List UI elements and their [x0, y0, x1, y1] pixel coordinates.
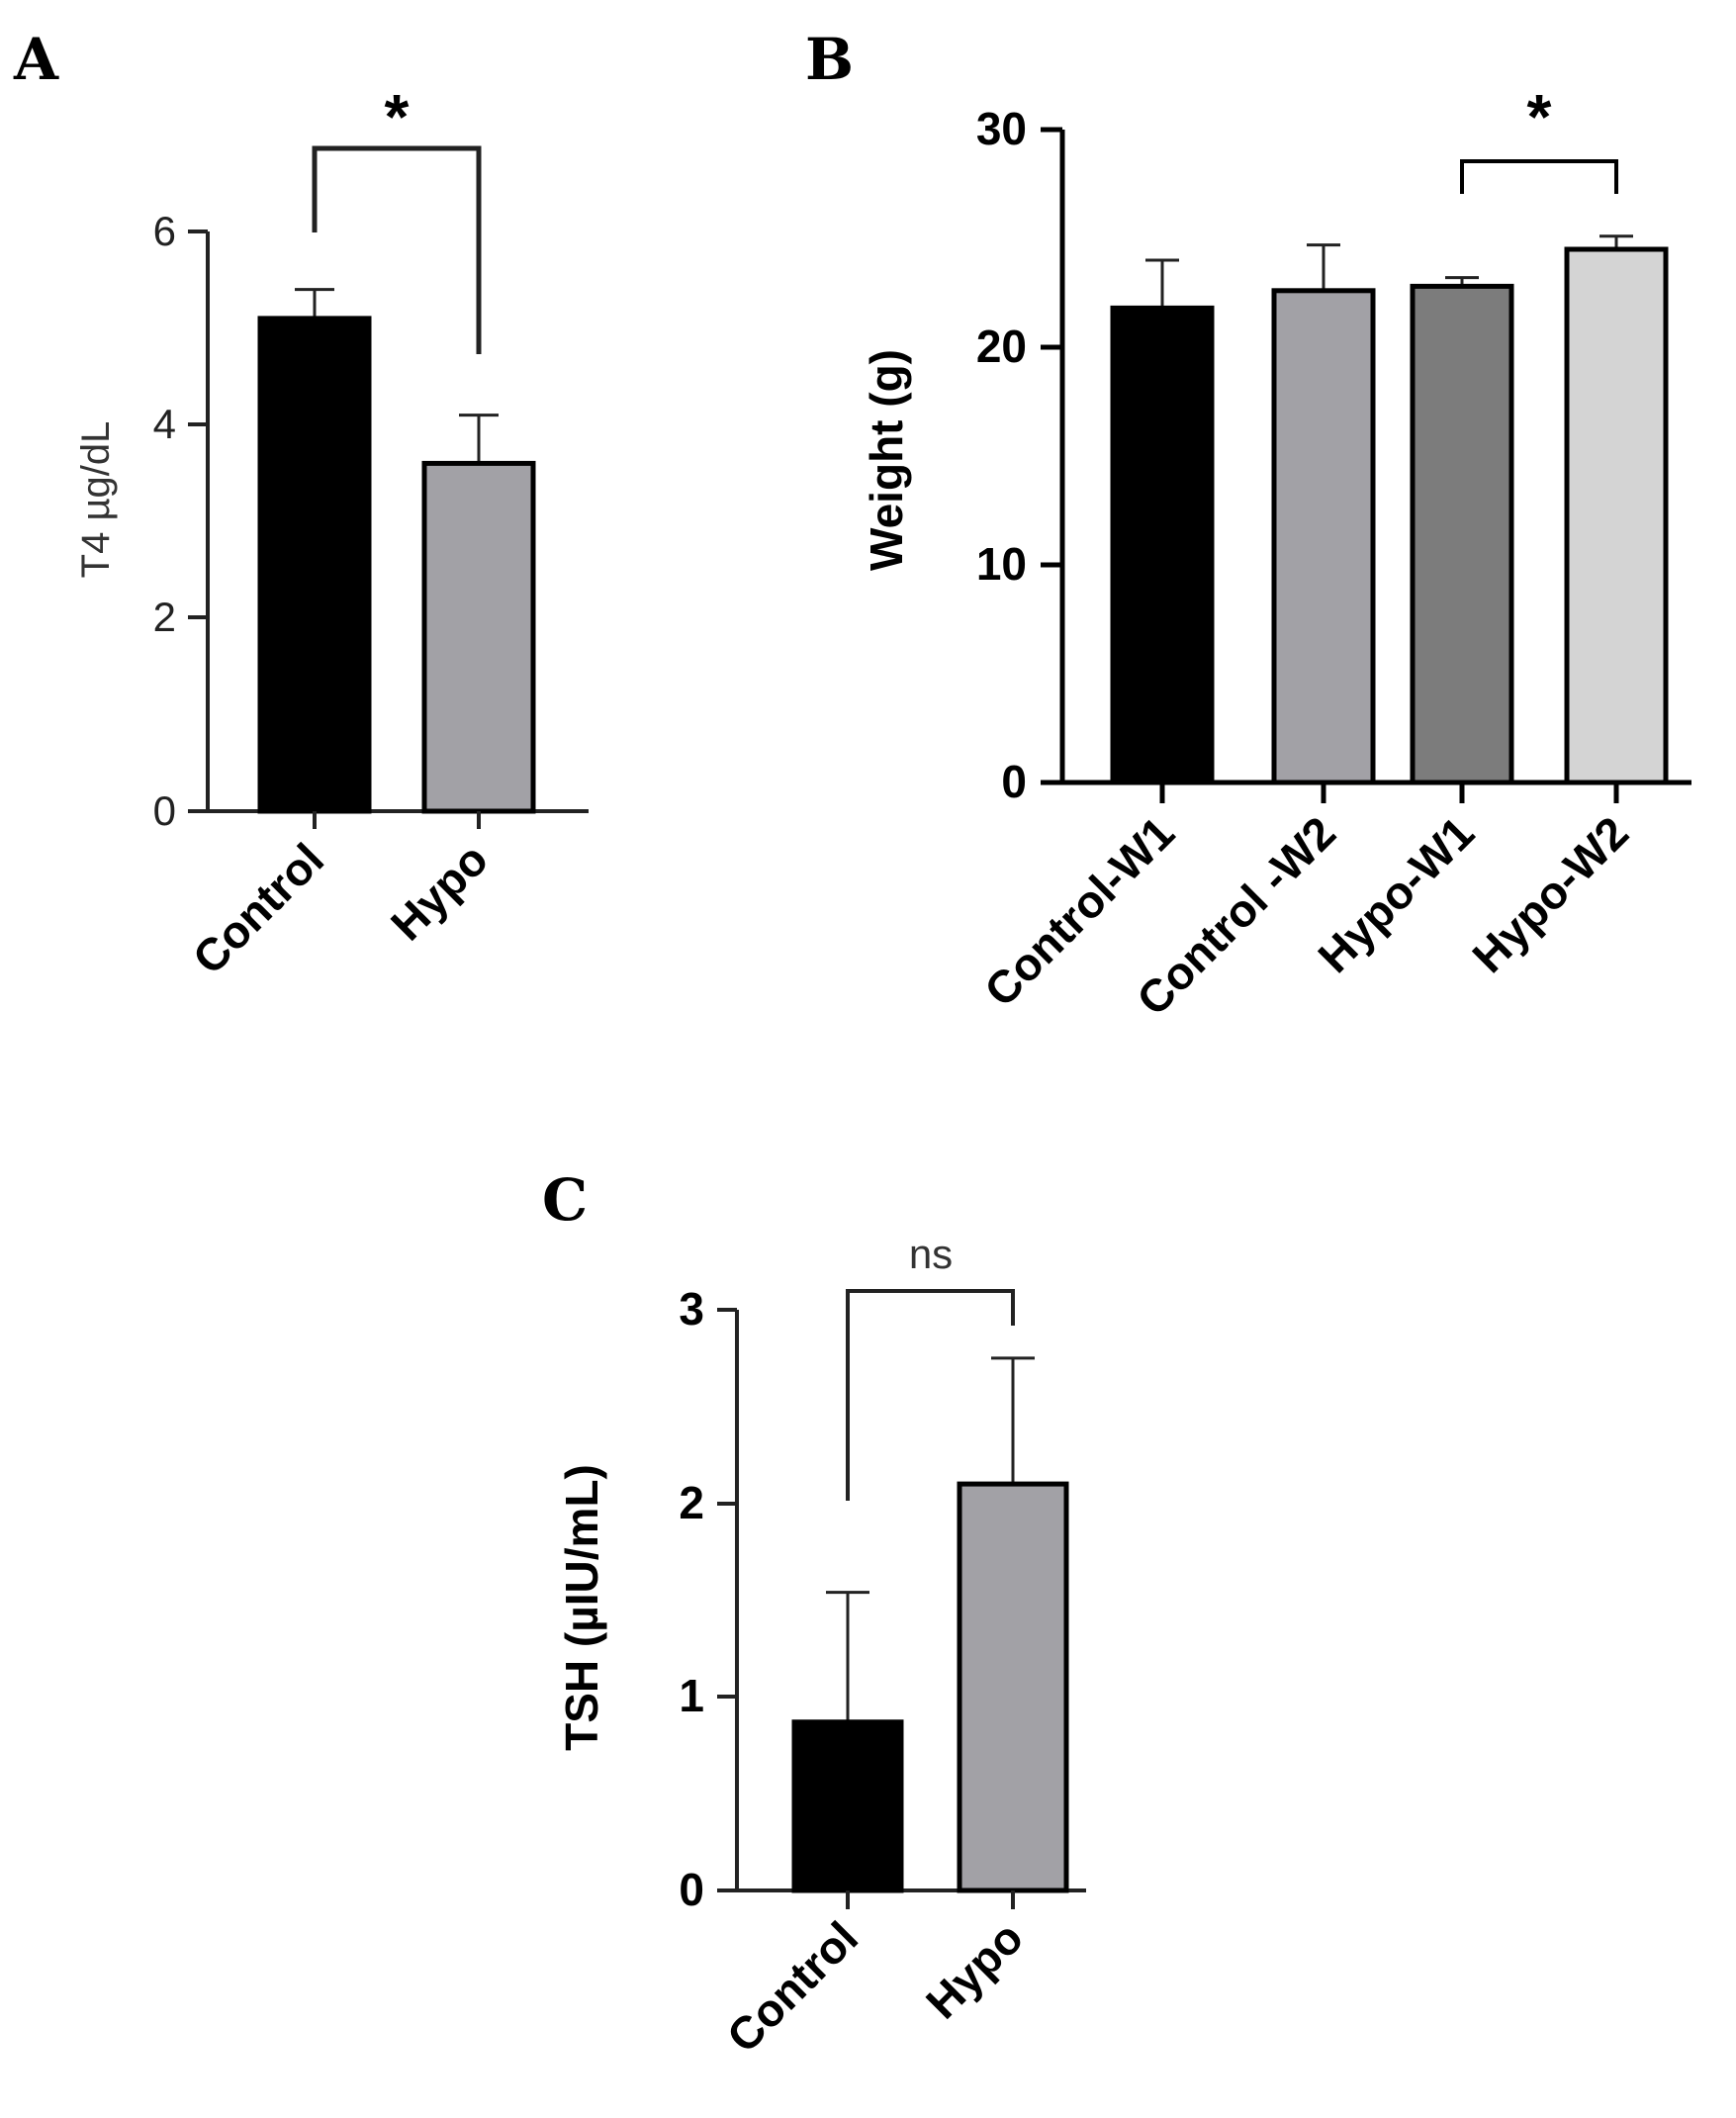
panel-b-bar-hypo-w2 — [1564, 246, 1669, 785]
panel-a-y-tick-label: 0 — [153, 787, 176, 834]
panel-a-x-tick-labels: Control Hypo — [183, 833, 498, 983]
panel-a-significance-bracket — [312, 145, 482, 354]
panel-a-y-tick-label: 2 — [153, 594, 176, 640]
panel-c-y-tick-label: 2 — [679, 1477, 704, 1528]
panel-a-bar-hypo — [421, 460, 536, 814]
panel-b-x-tick-marks — [1159, 783, 1619, 803]
panel-b-y-tick-label: 0 — [1001, 756, 1027, 807]
panel-b-y-tick-labels: 0 10 20 30 — [976, 103, 1027, 807]
panel-b-bar-control-w2 — [1271, 288, 1376, 785]
panel-b-x-tick-labels: Control-W1 Control -W2 Hypo-W1 Hypo-W2 — [974, 806, 1638, 1025]
panel-a-letter: A — [13, 26, 59, 93]
panel-c-bars — [791, 1356, 1069, 1893]
panel-c-y-tick-labels: 0 1 2 3 — [679, 1283, 704, 1915]
panel-a-bars — [257, 288, 536, 814]
panel-c-x-tick-labels: Control Hypo — [717, 1911, 1033, 2062]
panel-a-significance-label: * — [385, 81, 410, 152]
panel-c-significance-label: ns — [909, 1231, 953, 1277]
panel-a-y-tick-labels: 0 2 4 6 — [153, 208, 176, 834]
panel-a-x-tick-marks — [313, 811, 481, 829]
panel-c-x-tick-marks — [846, 1890, 1015, 1909]
panel-a-x-tick-label: Control — [183, 833, 333, 983]
panel-c-y-axis-label: TSH (µIU/mL) — [556, 1464, 607, 1751]
panel-a: A T4 µg/dL 0 2 4 6 Control Hypo * — [13, 26, 589, 984]
panel-b-letter: B — [805, 26, 854, 93]
panel-b-y-tick-label: 10 — [976, 538, 1027, 590]
panel-c: C TSH (µIU/mL) 0 1 2 3 Control Hypo ns — [542, 1166, 1086, 2063]
panel-a-bar-control — [257, 316, 372, 814]
panel-c-y-tick-label: 3 — [679, 1283, 704, 1335]
panel-a-y-axis-label: T4 µg/dL — [74, 421, 118, 579]
panel-b-bar-control-w1 — [1110, 305, 1215, 785]
panel-b-significance-label: * — [1527, 81, 1552, 152]
panel-b-x-tick-label: Hypo-W2 — [1462, 806, 1638, 982]
panel-b-y-axis-label: Weight (g) — [861, 349, 912, 571]
panel-c-bar-control — [791, 1719, 904, 1893]
panel-a-y-tick-marks — [188, 230, 208, 813]
panel-b-bar-hypo-w1 — [1410, 283, 1514, 785]
panel-b-y-tick-label: 20 — [976, 321, 1027, 372]
panel-b: B Weight (g) 0 10 20 30 Control-W1 Contr… — [805, 26, 1691, 1025]
panel-b-y-tick-marks — [1041, 127, 1062, 785]
panel-a-y-tick-label: 4 — [153, 401, 176, 447]
panel-c-significance-bracket — [846, 1289, 1015, 1501]
panel-b-y-tick-label: 30 — [976, 103, 1027, 154]
panel-b-bars — [1110, 234, 1669, 785]
panel-c-x-tick-label: Control — [717, 1911, 868, 2062]
panel-c-letter: C — [542, 1166, 588, 1234]
panel-b-significance-bracket — [1460, 159, 1618, 194]
panel-a-x-tick-label: Hypo — [381, 833, 498, 950]
panel-c-y-tick-label: 0 — [679, 1864, 704, 1915]
panel-c-bar-hypo — [957, 1481, 1069, 1893]
panel-c-y-tick-marks — [717, 1308, 737, 1892]
panel-c-x-tick-label: Hypo — [916, 1911, 1033, 2028]
panel-a-y-tick-label: 6 — [153, 208, 176, 254]
panel-c-y-tick-label: 1 — [679, 1670, 704, 1721]
